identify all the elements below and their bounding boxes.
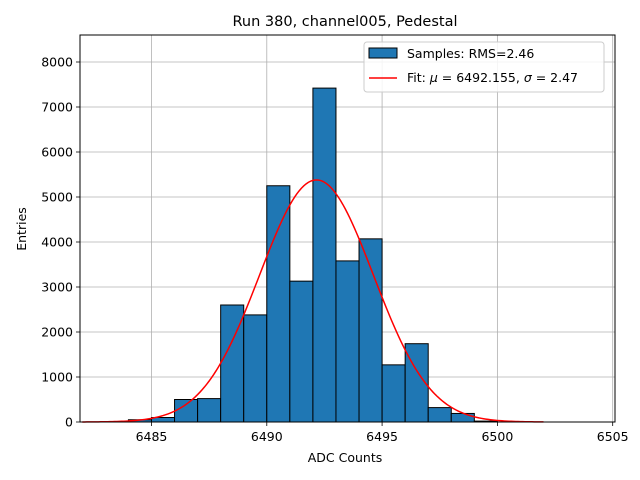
grid-lines [80, 35, 615, 423]
legend-fit-mu-value: = 6492.155, [438, 70, 524, 85]
y-tick-label: 1000 [41, 370, 73, 385]
legend-fit-prefix: Fit: [407, 70, 430, 85]
x-tick-label: 6505 [597, 429, 629, 444]
legend-fit-mu-symbol: μ [429, 70, 438, 85]
y-tick-label: 3000 [41, 280, 73, 295]
chart-title: Run 380, channel005, Pedestal [232, 14, 457, 30]
histogram-bar [243, 314, 268, 423]
histogram-bar [174, 399, 199, 423]
histogram-bar [381, 364, 406, 423]
x-tick-label: 6495 [366, 429, 398, 444]
x-axis-ticks: 6485 6490 6495 6500 6505 [136, 422, 629, 444]
x-tick-label: 6485 [136, 429, 168, 444]
y-tick-label: 2000 [41, 325, 73, 340]
legend-box [363, 41, 605, 93]
legend-fit-sigma-symbol: σ [524, 70, 533, 85]
plot-frame [79, 34, 616, 423]
y-axis-label: Entries [14, 207, 29, 251]
histogram-bar [312, 87, 337, 423]
legend-fit-label: Fit: μ = 6492.155, σ = 2.47 [407, 70, 578, 85]
histogram-bars [127, 87, 498, 423]
histogram-bar [289, 280, 314, 423]
legend-fit-sigma-value: = 2.47 [532, 70, 578, 85]
y-tick-label: 7000 [41, 100, 73, 115]
histogram-bar [266, 185, 291, 423]
y-tick-label: 8000 [41, 55, 73, 70]
y-tick-label: 4000 [41, 235, 73, 250]
y-tick-label: 0 [65, 415, 73, 430]
fit-curve [82, 179, 544, 423]
histogram-bar [427, 407, 452, 423]
y-tick-label: 5000 [41, 190, 73, 205]
x-axis-label: ADC Counts [308, 450, 383, 465]
y-tick-label: 6000 [41, 145, 73, 160]
histogram-bar [335, 260, 360, 423]
y-axis-ticks: 0 1000 2000 3000 4000 5000 6000 7000 8000 [41, 55, 80, 430]
x-tick-label: 6490 [251, 429, 283, 444]
legend-histogram-swatch [368, 47, 398, 59]
histogram-bar [450, 412, 475, 423]
histogram-bar [197, 398, 222, 423]
legend-histogram-label: Samples: RMS=2.46 [407, 46, 534, 61]
x-tick-label: 6500 [481, 429, 513, 444]
legend: Samples: RMS=2.46 Fit: μ = 6492.155, σ =… [363, 41, 605, 93]
